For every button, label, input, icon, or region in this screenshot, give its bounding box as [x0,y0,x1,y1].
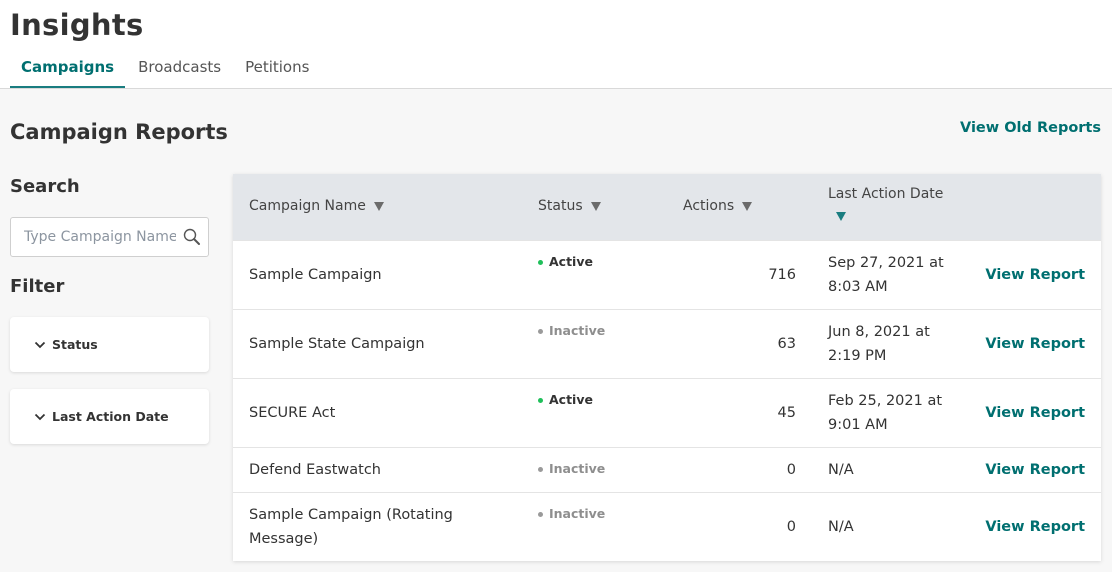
top-header: Insights Campaigns Broadcasts Petitions [0,0,1112,89]
table-row: Sample Campaign (Rotating Message) Inact… [233,492,1101,561]
last-action-date: Feb 25, 2021 at 9:01 AM [828,389,958,437]
actions-count: 45 [777,405,796,421]
time-text: 2:19 PM [828,348,887,364]
status-text: Inactive [549,506,606,521]
column-header-last-action-date[interactable]: Last Action Date [828,186,943,221]
last-action-date: N/A [828,458,958,482]
column-header-actions[interactable]: Actions [683,198,753,214]
filter-status-label: Status [52,337,98,352]
table-row: SECURE Act Active 45 Feb 25, 2021 at 9:0… [233,378,1101,447]
status-badge: Inactive [538,457,605,481]
chevron-down-icon [34,413,46,420]
table-row: Sample Campaign Active 716 Sep 27, 2021 … [233,240,1101,309]
view-report-link[interactable]: View Report [985,462,1085,478]
column-label: Campaign Name [249,198,366,214]
status-dot-icon [538,328,543,334]
view-report-link[interactable]: View Report [985,267,1085,283]
column-label: Actions [683,198,735,214]
actions-count: 0 [786,462,796,478]
table-row: Defend Eastwatch Inactive 0 N/A View Rep… [233,447,1101,492]
filter-last-action-date-label: Last Action Date [52,409,169,424]
column-label: Status [538,198,583,214]
campaign-name: SECURE Act [249,405,336,421]
last-action-date: Sep 27, 2021 at 8:03 AM [828,251,958,299]
tab-petitions[interactable]: Petitions [245,58,310,76]
status-text: Active [549,254,593,269]
campaign-name: Defend Eastwatch [249,462,381,478]
status-text: Inactive [549,323,606,338]
search-icon[interactable] [183,228,201,246]
sort-triangle-icon [590,201,601,211]
section-title: Campaign Reports [10,120,228,144]
table-row: Sample State Campaign Inactive 63 Jun 8,… [233,309,1101,378]
campaign-name: Sample Campaign (Rotating Message) [249,503,489,551]
filter-last-action-date-toggle[interactable]: Last Action Date [10,389,209,444]
status-text: Active [549,392,593,407]
status-badge: Inactive [538,319,605,343]
actions-count: 0 [786,519,796,535]
table-header: Campaign Name Status Actions Last Action… [233,174,1101,240]
status-badge: Inactive [538,502,605,526]
view-old-reports-link[interactable]: View Old Reports [960,120,1101,136]
status-badge: Active [538,250,593,274]
search-heading: Search [10,176,80,197]
page-title: Insights [10,8,144,42]
tab-broadcasts[interactable]: Broadcasts [138,58,222,76]
sort-triangle-icon [742,201,753,211]
search-input[interactable] [11,218,176,256]
last-action-date: Jun 8, 2021 at 2:19 PM [828,320,958,368]
view-report-link[interactable]: View Report [985,405,1085,421]
status-badge: Active [538,388,593,412]
actions-count: 63 [777,336,796,352]
sort-triangle-icon [836,212,846,221]
status-dot-icon [538,511,543,517]
campaign-name: Sample Campaign [249,267,382,283]
time-text: 9:01 AM [828,417,888,433]
status-dot-icon [538,259,543,265]
date-text: Feb 25, 2021 at [828,393,943,409]
status-text: Inactive [549,461,606,476]
status-dot-icon [538,397,543,403]
status-dot-icon [538,466,543,472]
filter-status-toggle[interactable]: Status [10,317,209,372]
column-label: Last Action Date [828,186,944,202]
date-text: Jun 8, 2021 at [828,324,930,340]
campaign-name-line: Message) [249,531,319,547]
search-field [10,217,209,257]
date-text: N/A [828,519,854,535]
tab-bar: Campaigns Broadcasts Petitions [10,58,322,88]
view-report-link[interactable]: View Report [985,519,1085,535]
date-text: N/A [828,462,854,478]
column-header-campaign-name[interactable]: Campaign Name [249,198,384,214]
filter-heading: Filter [10,276,65,297]
sort-triangle-icon [373,201,384,211]
column-header-status[interactable]: Status [538,198,601,214]
actions-count: 716 [768,267,796,283]
campaign-name-line: Sample Campaign (Rotating [249,507,453,523]
campaign-name: Sample State Campaign [249,336,425,352]
date-text: Sep 27, 2021 at [828,255,944,271]
chevron-down-icon [34,341,46,348]
last-action-date: N/A [828,515,958,539]
tab-campaigns[interactable]: Campaigns [10,58,126,88]
campaign-reports-table: Campaign Name Status Actions Last Action… [233,174,1101,561]
time-text: 8:03 AM [828,279,888,295]
view-report-link[interactable]: View Report [985,336,1085,352]
